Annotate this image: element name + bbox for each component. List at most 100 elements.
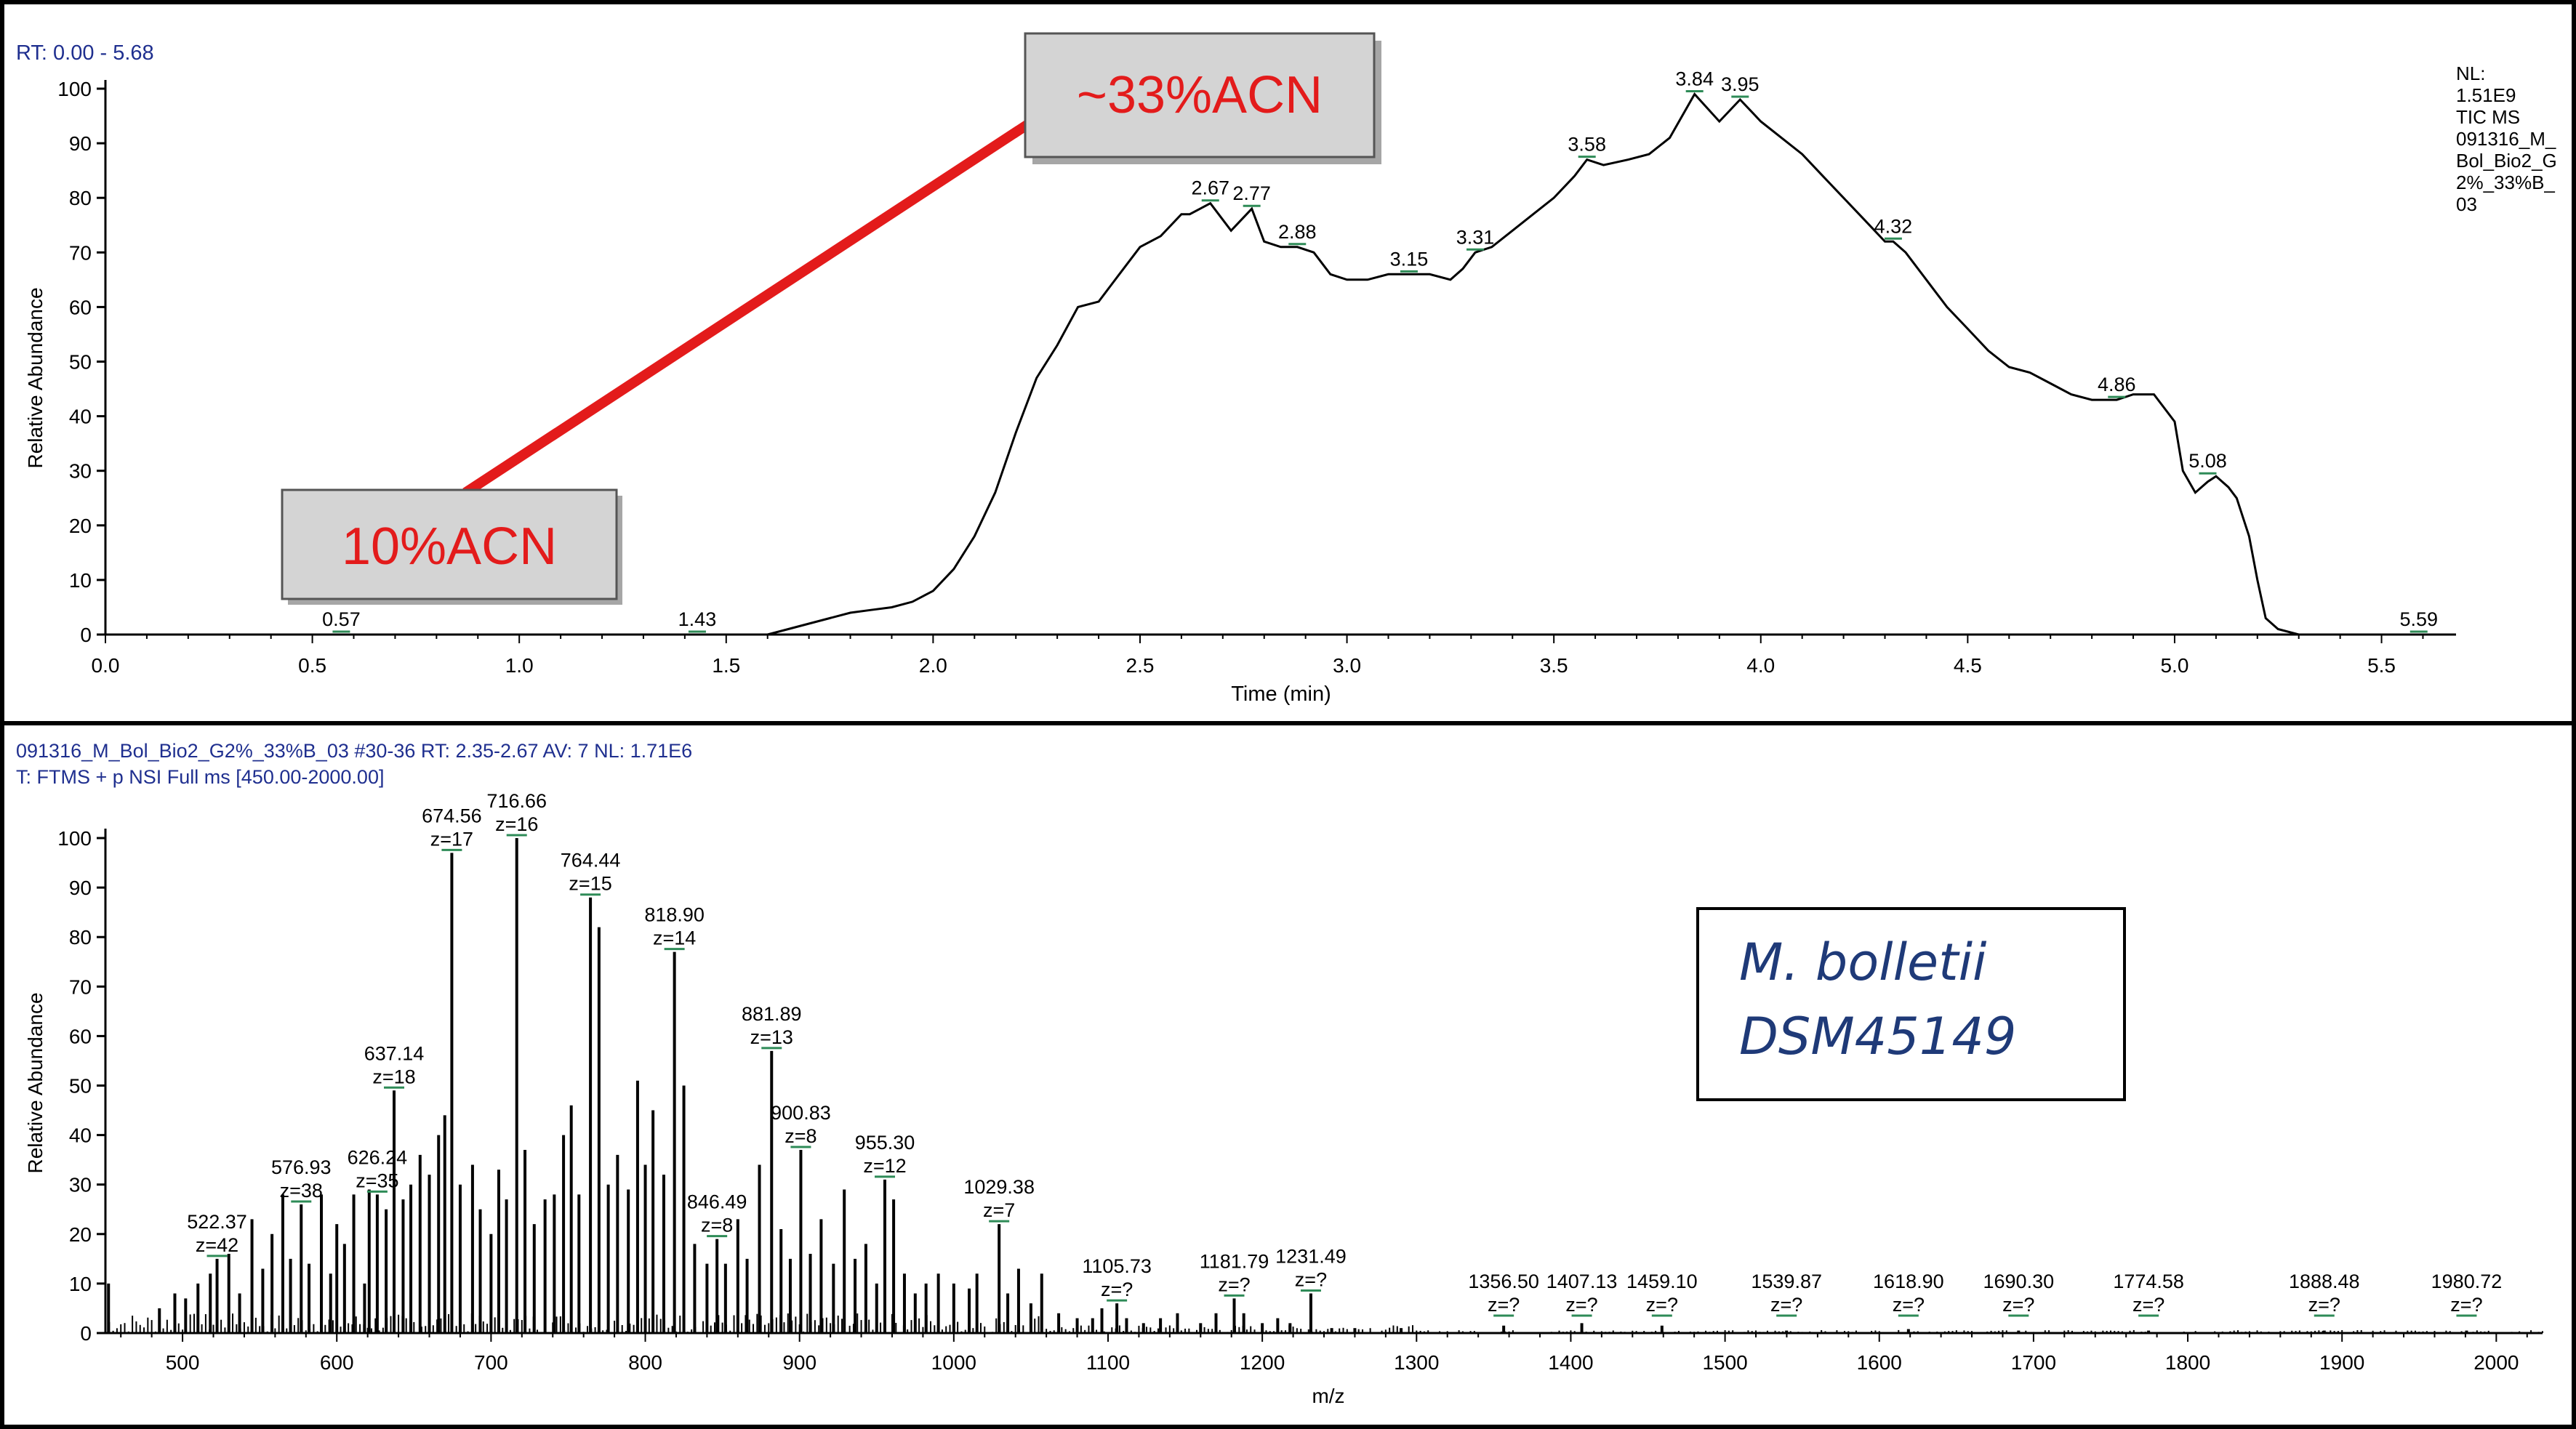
tic-x-tick-label: 3.0 <box>1333 654 1361 677</box>
tic-peak-label: 0.57 <box>322 608 361 630</box>
tic-x-tick-label: 2.0 <box>919 654 947 677</box>
tic-x-tick-label: 3.5 <box>1540 654 1568 677</box>
ms-mass-label: 1774.58 <box>2113 1271 2184 1292</box>
ms-y-tick-label: 80 <box>69 926 92 949</box>
tic-x-tick-label: 0.0 <box>92 654 120 677</box>
tic-peak-label: 2.77 <box>1232 182 1271 204</box>
ms-mass-label: 674.56 <box>422 805 482 826</box>
tic-x-tick-label: 4.0 <box>1746 654 1775 677</box>
ms-y-tick-label: 60 <box>69 1025 92 1047</box>
ms-charge-label: z=? <box>2132 1294 2164 1316</box>
ms-mass-label: 900.83 <box>771 1102 831 1124</box>
ms-x-tick-label: 1300 <box>1394 1351 1439 1374</box>
tic-peak-label: 3.95 <box>1721 73 1760 95</box>
ms-y-tick-label: 40 <box>69 1124 92 1147</box>
ms-noise-floor <box>105 1313 2543 1333</box>
tic-xlabel: Time (min) <box>1231 683 1331 706</box>
ms-x-tick-label: 1100 <box>1086 1351 1130 1374</box>
tic-info-line: NL: <box>2456 63 2485 84</box>
tic-peak-label: 1.43 <box>678 608 717 630</box>
tic-x-tick-label: 5.0 <box>2160 654 2188 677</box>
tic-peak-label: 3.15 <box>1390 248 1429 270</box>
tic-x-tick-label: 0.5 <box>298 654 326 677</box>
ms-mass-label: 1231.49 <box>1275 1246 1347 1268</box>
tic-peak-label: 5.59 <box>2399 608 2438 630</box>
ms-charge-label: z=17 <box>430 828 473 850</box>
ms-peaks <box>107 838 2468 1333</box>
ms-mass-label: 1029.38 <box>963 1176 1035 1198</box>
ms-y-axis: 0 10 20 30 40 50 60 70 80 90 100 <box>57 827 105 1345</box>
ms-mass-label: 1407.13 <box>1546 1271 1618 1292</box>
tic-x-tick-label: 1.0 <box>505 654 534 677</box>
ms-y-tick-label: 10 <box>69 1273 92 1295</box>
gradient-annotation: 10%ACN ~33%ACN <box>281 32 1381 605</box>
gradient-arrow-line <box>462 100 1060 497</box>
tic-peak-label: 5.08 <box>2188 450 2227 472</box>
tic-y-tick-label: 0 <box>80 624 92 646</box>
ms-charge-label: z=14 <box>653 927 696 949</box>
tic-peak-label: 3.31 <box>1456 226 1495 248</box>
ms-charge-label: z=? <box>1565 1294 1597 1316</box>
ms-mass-label: 716.66 <box>486 790 547 812</box>
ms-y-tick-label: 50 <box>69 1075 92 1098</box>
tic-x-tick-label: 1.5 <box>712 654 740 677</box>
callout-box-33acn: ~33%ACN <box>1024 32 1381 164</box>
ms-mass-label: 1181.79 <box>1200 1250 1269 1272</box>
ms-charge-label: z=? <box>1893 1294 1925 1316</box>
ms-x-tick-label: 1700 <box>2011 1351 2056 1374</box>
ms-x-tick-label: 1600 <box>1857 1351 1902 1374</box>
ms-ylabel: Relative Abundance <box>24 992 47 1173</box>
ms-charge-label: z=? <box>1295 1269 1327 1291</box>
tic-y-tick-label: 50 <box>69 351 92 374</box>
ms-charge-label: z=18 <box>372 1066 415 1087</box>
ms-y-tick-label: 100 <box>57 827 92 850</box>
ms-mass-label: 1618.90 <box>1873 1271 1944 1292</box>
ms-charge-label: z=? <box>1488 1294 1520 1316</box>
ms-mass-label: 846.49 <box>687 1191 747 1213</box>
tic-peak-labels: 0.57 1.43 2.67 2.77 2.88 3.15 3.31 3.58 3.84 3.95… <box>322 68 2438 633</box>
ms-header-line1: 091316_M_Bol_Bio2_G2%_33%B_03 #30-36 RT:… <box>16 740 692 762</box>
ms-mass-label: 1980.72 <box>2431 1271 2503 1292</box>
ms-x-tick-label: 700 <box>474 1351 508 1374</box>
ms-charge-label: z=13 <box>750 1026 793 1048</box>
tic-y-tick-label: 70 <box>69 241 92 264</box>
ms-mass-label: 576.93 <box>271 1156 332 1178</box>
ms-x-tick-label: 900 <box>782 1351 816 1374</box>
ms-mass-label: 1539.87 <box>1751 1271 1822 1292</box>
tic-y-tick-label: 100 <box>57 78 92 100</box>
tic-x-tick-label: 2.5 <box>1126 654 1155 677</box>
ms-mass-label: 818.90 <box>644 904 705 926</box>
ms-mass-label: 1356.50 <box>1468 1271 1539 1292</box>
tic-y-tick-label: 20 <box>69 515 92 537</box>
tic-x-tick-label: 4.5 <box>1954 654 1982 677</box>
ms-charge-label: z=35 <box>356 1170 398 1191</box>
ms-x-tick-label: 2000 <box>2473 1351 2519 1374</box>
ms-charge-label: z=? <box>2450 1294 2482 1316</box>
ms-y-tick-label: 90 <box>69 877 92 899</box>
ms-y-tick-label: 20 <box>69 1223 92 1246</box>
tic-x-axis: 0.0 0.5 1.0 1.5 2.0 2.5 3.0 3.5 4.0 4.5 5.0 5.5 <box>92 635 2424 677</box>
tic-y-tick-label: 90 <box>69 132 92 155</box>
ms-charge-label: z=? <box>1770 1294 1802 1316</box>
tic-y-tick-label: 10 <box>69 569 92 592</box>
ms-mass-label: 1459.10 <box>1626 1271 1698 1292</box>
tic-info-line: 03 <box>2456 193 2477 215</box>
tic-trace-line <box>146 92 2444 636</box>
ms-x-tick-label: 1200 <box>1240 1351 1285 1374</box>
tic-x-tick-label: 5.5 <box>2367 654 2396 677</box>
tic-peak-label: 4.32 <box>1874 215 1913 237</box>
tic-peak-label: 3.58 <box>1568 134 1606 156</box>
tic-peak-label: 2.67 <box>1191 177 1229 199</box>
callout-33acn-text: ~33%ACN <box>1077 66 1323 124</box>
ms-charge-label: z=15 <box>569 873 611 895</box>
ms-charge-label: z=42 <box>196 1234 238 1256</box>
tic-y-tick-label: 30 <box>69 460 92 483</box>
callout-10acn-text: 10%ACN <box>342 518 557 576</box>
ms-x-tick-label: 1500 <box>1702 1351 1747 1374</box>
tic-info-line: 2%_33%B_ <box>2456 172 2555 193</box>
ms-mass-label: 955.30 <box>855 1132 915 1154</box>
